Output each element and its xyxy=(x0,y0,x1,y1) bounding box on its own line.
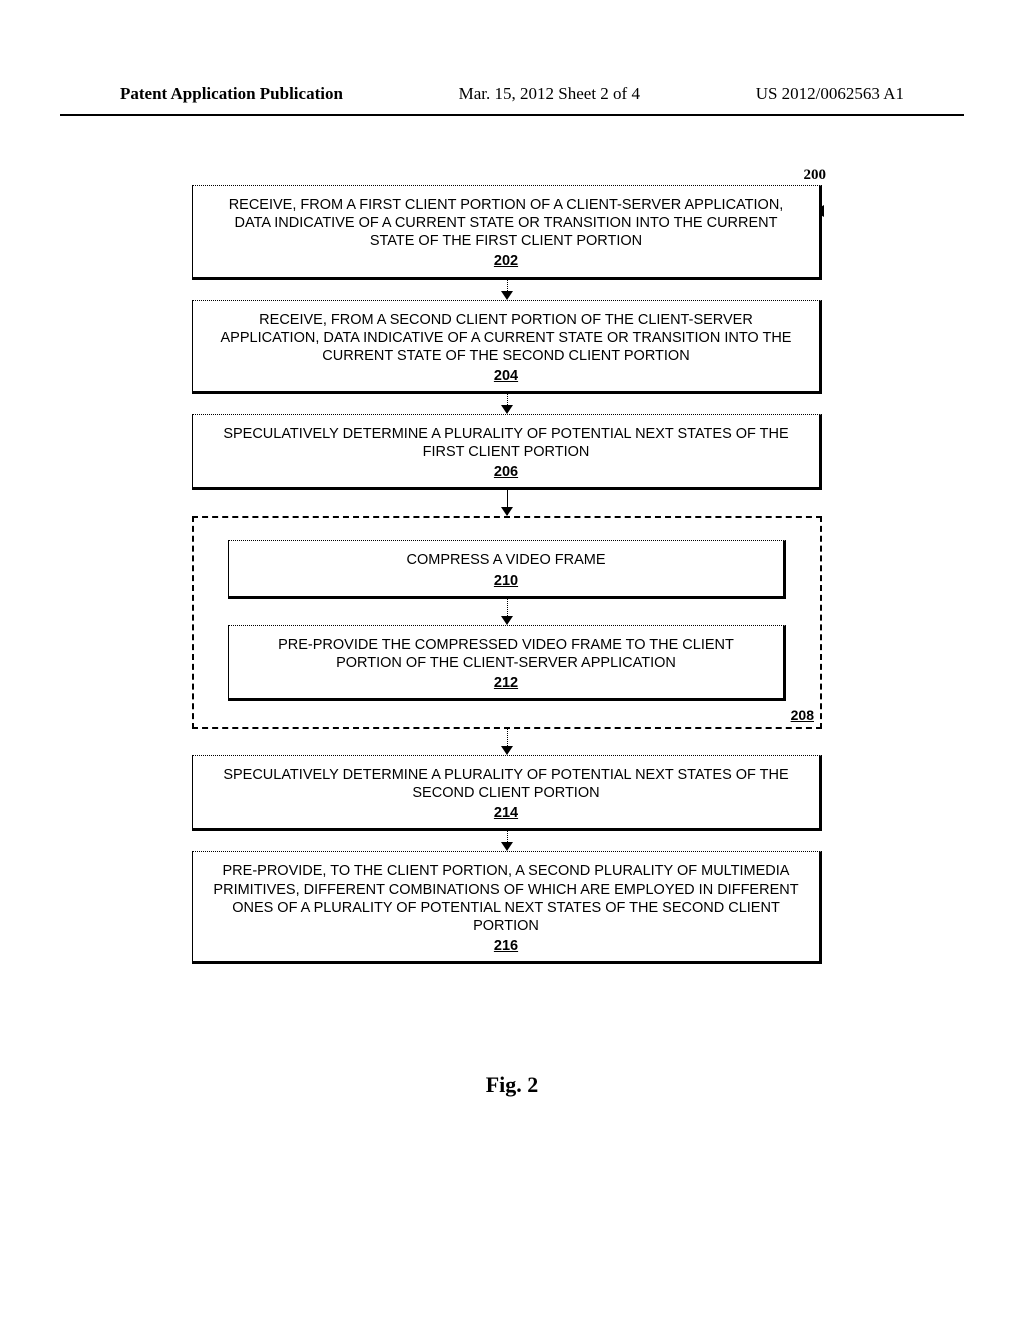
step-206-ref: 206 xyxy=(211,463,801,481)
step-202: RECEIVE, FROM A FIRST CLIENT PORTION OF … xyxy=(192,185,822,280)
step-216-ref: 216 xyxy=(211,937,801,955)
page-header: Patent Application Publication Mar. 15, … xyxy=(120,84,904,104)
step-210-text: COMPRESS A VIDEO FRAME xyxy=(406,552,605,568)
step-210-ref: 210 xyxy=(247,572,765,590)
step-214: SPECULATIVELY DETERMINE A PLURALITY OF P… xyxy=(192,755,822,831)
arrowhead-icon xyxy=(501,616,513,625)
ref-200: 200 xyxy=(804,167,827,184)
connector xyxy=(192,280,822,300)
connector xyxy=(192,729,822,755)
arrowhead-icon xyxy=(501,405,513,414)
connector xyxy=(192,831,822,851)
arrowhead-icon xyxy=(501,507,513,516)
group-208-ref: 208 xyxy=(791,707,814,723)
step-212-text: PRE-PROVIDE THE COMPRESSED VIDEO FRAME T… xyxy=(278,637,734,671)
connector xyxy=(192,394,822,414)
header-left: Patent Application Publication xyxy=(120,84,343,104)
figure-label: Fig. 2 xyxy=(0,1072,1024,1098)
connector xyxy=(228,599,786,625)
group-208: COMPRESS A VIDEO FRAME 210 PRE-PROVIDE T… xyxy=(192,516,822,729)
step-204: RECEIVE, FROM A SECOND CLIENT PORTION OF… xyxy=(192,300,822,395)
step-202-text: RECEIVE, FROM A FIRST CLIENT PORTION OF … xyxy=(229,197,784,249)
connector xyxy=(192,490,822,516)
arrowhead-icon xyxy=(501,842,513,851)
step-216-text: PRE-PROVIDE, TO THE CLIENT PORTION, A SE… xyxy=(213,863,798,933)
step-204-text: RECEIVE, FROM A SECOND CLIENT PORTION OF… xyxy=(221,312,792,364)
step-206-text: SPECULATIVELY DETERMINE A PLURALITY OF P… xyxy=(223,426,788,460)
connector-line-icon xyxy=(507,598,508,616)
step-214-text: SPECULATIVELY DETERMINE A PLURALITY OF P… xyxy=(223,767,788,801)
step-202-ref: 202 xyxy=(211,252,801,270)
step-212: PRE-PROVIDE THE COMPRESSED VIDEO FRAME T… xyxy=(228,625,786,701)
header-right: US 2012/0062563 A1 xyxy=(756,84,904,104)
step-210: COMPRESS A VIDEO FRAME 210 xyxy=(228,540,786,598)
step-214-ref: 214 xyxy=(211,804,801,822)
step-206: SPECULATIVELY DETERMINE A PLURALITY OF P… xyxy=(192,414,822,490)
step-204-ref: 204 xyxy=(211,367,801,385)
page: Patent Application Publication Mar. 15, … xyxy=(0,0,1024,1320)
header-rule xyxy=(60,114,964,116)
flowchart: 200 RECEIVE, FROM A FIRST CLIENT PORTION… xyxy=(192,185,822,964)
arrowhead-icon xyxy=(501,746,513,755)
step-212-ref: 212 xyxy=(247,674,765,692)
arrowhead-icon xyxy=(501,291,513,300)
step-216: PRE-PROVIDE, TO THE CLIENT PORTION, A SE… xyxy=(192,851,822,964)
header-center: Mar. 15, 2012 Sheet 2 of 4 xyxy=(459,84,640,104)
